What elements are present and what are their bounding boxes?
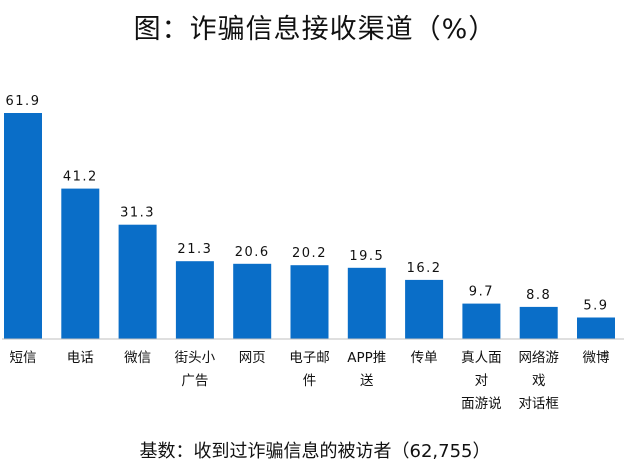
category-label: 对话框 <box>518 396 559 412</box>
bar <box>347 267 386 339</box>
category-label: 传单 <box>411 350 438 366</box>
bar <box>233 263 272 339</box>
data-label: 31.3 <box>120 206 155 221</box>
category-label: 网络游 <box>518 350 559 366</box>
data-label: 16.2 <box>407 261 442 276</box>
category-label: 广告 <box>181 373 208 389</box>
data-label: 19.5 <box>349 249 384 264</box>
category-label: 送 <box>360 373 374 389</box>
data-label: 21.3 <box>177 242 212 257</box>
bar <box>118 224 157 339</box>
bars-group <box>4 113 615 339</box>
bar <box>577 317 615 339</box>
chart-footnote: 基数：收到过诈骗信息的被访者（62,755） <box>140 441 491 462</box>
bar <box>519 306 558 339</box>
category-label: 微信 <box>124 350 151 366</box>
data-label: 9.7 <box>469 285 494 300</box>
category-label: 对 <box>475 373 489 389</box>
data-label: 20.2 <box>292 246 327 261</box>
category-label: 微博 <box>583 349 611 366</box>
category-label: 网页 <box>239 350 266 366</box>
category-label: 街头小 <box>175 350 216 366</box>
data-label: 61.9 <box>6 94 41 109</box>
data-label: 5.9 <box>583 299 608 314</box>
value-labels-group: 61.9 41.2 31.3 21.3 20.6 20.2 19.5 16.2 9.7 8.8 5.… <box>6 94 608 314</box>
data-label: 8.8 <box>526 288 551 303</box>
bar <box>175 261 214 339</box>
category-label: 戏 <box>532 373 546 389</box>
data-label: 41.2 <box>63 170 98 185</box>
category-label: 件 <box>303 373 317 389</box>
chart-title: 图：诈骗信息接收渠道（%） <box>134 14 497 45</box>
category-label: 电话 <box>67 350 94 366</box>
category-label: 短信 <box>10 350 37 366</box>
bar <box>405 279 444 339</box>
category-label: 真人面 <box>461 350 502 366</box>
bar <box>290 265 329 339</box>
category-label: APP推 <box>347 350 386 366</box>
bar <box>4 113 42 339</box>
bar <box>462 303 501 339</box>
category-label: 面游说 <box>461 396 502 412</box>
bar <box>61 188 100 339</box>
category-label: 电子邮 <box>289 350 330 366</box>
data-label: 20.6 <box>235 245 270 260</box>
